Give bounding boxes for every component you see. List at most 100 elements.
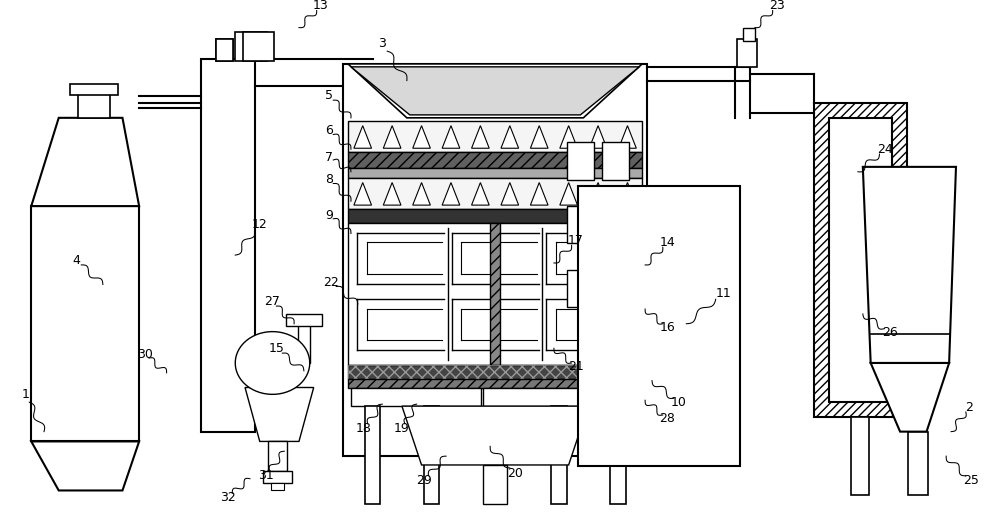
Text: 16: 16 <box>659 321 675 334</box>
Text: 32: 32 <box>220 490 236 504</box>
Text: 27: 27 <box>264 295 280 308</box>
Bar <box>567 142 594 179</box>
Bar <box>268 442 287 471</box>
Bar <box>348 168 642 178</box>
Polygon shape <box>354 182 372 205</box>
Polygon shape <box>31 442 139 490</box>
Bar <box>235 31 267 61</box>
Polygon shape <box>354 126 372 148</box>
Text: 25: 25 <box>963 474 979 487</box>
Bar <box>298 324 310 363</box>
Bar <box>743 28 755 41</box>
Polygon shape <box>472 182 489 205</box>
Polygon shape <box>589 182 607 205</box>
Polygon shape <box>348 64 642 118</box>
Bar <box>348 365 642 379</box>
Bar <box>602 142 629 179</box>
Bar <box>578 187 740 466</box>
Polygon shape <box>619 182 636 205</box>
Polygon shape <box>619 126 636 148</box>
Bar <box>263 471 292 483</box>
Bar <box>424 406 439 504</box>
Text: 23: 23 <box>769 0 785 12</box>
Bar <box>286 314 322 326</box>
Bar <box>348 178 642 209</box>
Bar <box>908 432 928 495</box>
Text: 24: 24 <box>877 143 893 156</box>
Polygon shape <box>560 182 577 205</box>
Bar <box>271 483 284 490</box>
Text: 4: 4 <box>72 253 80 267</box>
Polygon shape <box>235 332 310 394</box>
Bar <box>348 152 642 168</box>
Bar <box>551 406 567 504</box>
Text: 5: 5 <box>325 89 333 102</box>
Polygon shape <box>530 182 548 205</box>
Bar <box>348 379 642 389</box>
Bar <box>78 94 110 118</box>
Polygon shape <box>245 388 314 442</box>
Bar <box>490 223 500 365</box>
Bar <box>31 206 139 442</box>
Text: 28: 28 <box>659 412 675 425</box>
Text: 22: 22 <box>323 276 339 288</box>
Text: 8: 8 <box>325 173 333 186</box>
Text: 31: 31 <box>258 469 274 482</box>
Polygon shape <box>442 182 460 205</box>
Polygon shape <box>383 126 401 148</box>
Bar <box>348 223 642 365</box>
Bar <box>483 465 507 504</box>
Bar <box>602 206 629 243</box>
Text: 20: 20 <box>507 467 523 480</box>
Polygon shape <box>402 406 588 465</box>
Text: 17: 17 <box>568 234 584 247</box>
Polygon shape <box>442 126 460 148</box>
Bar <box>243 31 274 61</box>
Text: 6: 6 <box>325 124 333 137</box>
Text: 18: 18 <box>356 422 372 435</box>
Text: 30: 30 <box>137 348 152 361</box>
Polygon shape <box>413 182 430 205</box>
Text: 19: 19 <box>394 422 410 435</box>
Bar <box>829 118 892 402</box>
Polygon shape <box>589 126 607 148</box>
Bar <box>348 121 642 152</box>
Bar <box>201 59 255 432</box>
Text: 21: 21 <box>568 360 584 373</box>
Text: 1: 1 <box>22 389 30 401</box>
Bar <box>737 40 757 67</box>
Bar <box>343 64 647 456</box>
Text: 12: 12 <box>252 218 268 231</box>
Bar <box>483 389 612 406</box>
Text: 7: 7 <box>325 151 333 163</box>
Text: 15: 15 <box>269 342 285 355</box>
Polygon shape <box>31 118 139 206</box>
Bar <box>216 40 233 61</box>
Polygon shape <box>472 126 489 148</box>
Bar <box>348 365 642 379</box>
Text: 11: 11 <box>715 287 731 300</box>
Polygon shape <box>560 126 577 148</box>
Text: 10: 10 <box>671 396 687 409</box>
Bar <box>851 417 869 495</box>
Polygon shape <box>871 363 949 432</box>
Bar <box>567 206 594 243</box>
Bar <box>70 83 118 95</box>
Text: 29: 29 <box>416 474 432 487</box>
Bar <box>814 103 907 417</box>
Polygon shape <box>530 126 548 148</box>
Bar <box>567 270 594 307</box>
Polygon shape <box>501 182 519 205</box>
Bar <box>351 389 481 406</box>
Text: 9: 9 <box>325 209 333 222</box>
Bar <box>602 270 629 307</box>
Polygon shape <box>351 67 639 115</box>
Bar <box>348 209 642 223</box>
Bar <box>559 118 637 442</box>
Polygon shape <box>413 126 430 148</box>
Text: 2: 2 <box>966 400 973 414</box>
Bar <box>216 40 233 61</box>
Bar <box>365 406 380 504</box>
Text: 26: 26 <box>882 326 898 339</box>
Text: 14: 14 <box>659 236 675 249</box>
